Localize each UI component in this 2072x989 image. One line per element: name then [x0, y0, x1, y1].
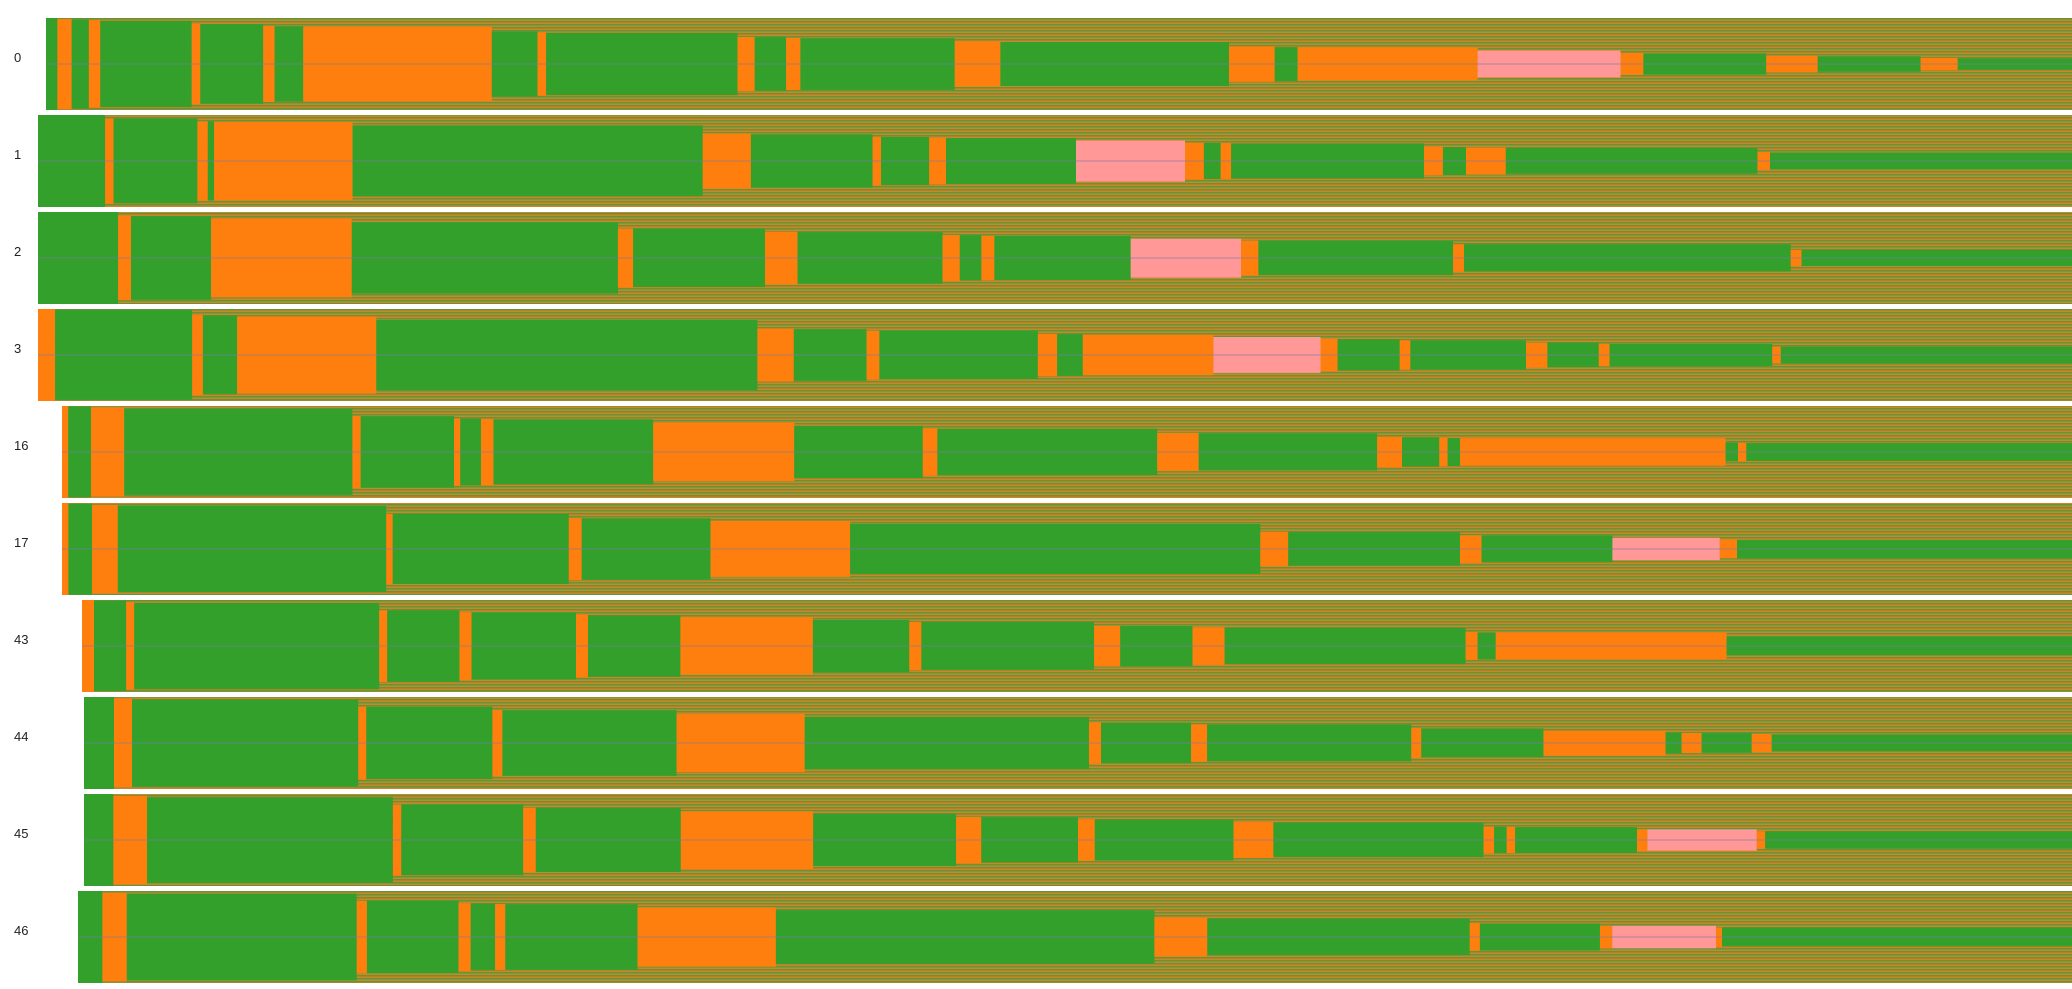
row-label: 43 — [14, 632, 28, 647]
row-label: 1 — [14, 147, 21, 162]
strip-row: 43 — [14, 600, 2072, 692]
row-label: 0 — [14, 50, 21, 65]
strip-row: 46 — [14, 891, 2072, 983]
strip-row: 17 — [14, 503, 2072, 595]
row-label: 46 — [14, 923, 28, 938]
row-label: 3 — [14, 341, 21, 356]
strip-row: 16 — [14, 406, 2072, 498]
row-label: 2 — [14, 244, 21, 259]
row-label: 16 — [14, 438, 28, 453]
strip-row: 45 — [14, 794, 2072, 886]
strip-row: 1 — [14, 115, 2072, 207]
strip-row: 3 — [14, 309, 2072, 401]
strip-row: 2 — [14, 212, 2072, 304]
row-label: 44 — [14, 729, 28, 744]
row-label: 45 — [14, 826, 28, 841]
rows-layer: 0 1 2 3 16 17 43 44 45 46 — [14, 18, 2072, 983]
strip-row: 44 — [14, 697, 2072, 789]
strip-row: 0 — [14, 18, 2072, 110]
row-label: 17 — [14, 535, 28, 550]
